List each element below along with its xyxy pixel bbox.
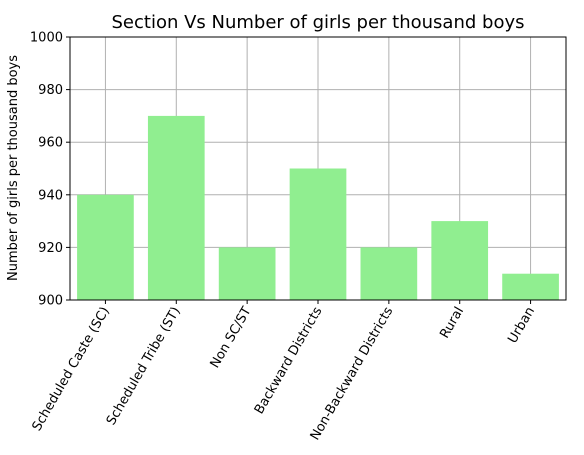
- x-tick-label: Non SC/ST: [208, 304, 255, 370]
- bar: [502, 273, 559, 300]
- x-tick-label: Scheduled Caste (SC): [30, 305, 113, 434]
- y-tick-label: 940: [38, 188, 63, 203]
- y-tick-label: 900: [38, 294, 63, 309]
- chart-title: Section Vs Number of girls per thousand …: [112, 12, 525, 33]
- bar: [289, 168, 347, 300]
- x-tick-label: Rural: [437, 305, 467, 342]
- x-tick-label: Scheduled Tribe (ST): [104, 305, 184, 428]
- bar: [147, 115, 205, 301]
- bar: [431, 221, 489, 300]
- bar: [360, 247, 418, 300]
- y-tick-label: 1000: [30, 31, 63, 46]
- y-tick-label: 960: [38, 136, 63, 151]
- x-tick-label: Non-Backward Districts: [308, 304, 397, 443]
- x-tick-label: Urban: [505, 305, 538, 347]
- x-ticks: Scheduled Caste (SC)Scheduled Tribe (ST)…: [30, 300, 538, 443]
- y-tick-label: 920: [38, 241, 63, 256]
- y-tick-label: 980: [38, 83, 63, 98]
- x-tick-label: Backward Districts: [252, 304, 326, 417]
- bars: [77, 115, 559, 301]
- bar: [218, 247, 276, 300]
- bar: [77, 194, 134, 300]
- y-ticks: 900 920 940 960 980 1000: [30, 31, 70, 309]
- y-axis-label: Number of girls per thousand boys: [6, 55, 21, 281]
